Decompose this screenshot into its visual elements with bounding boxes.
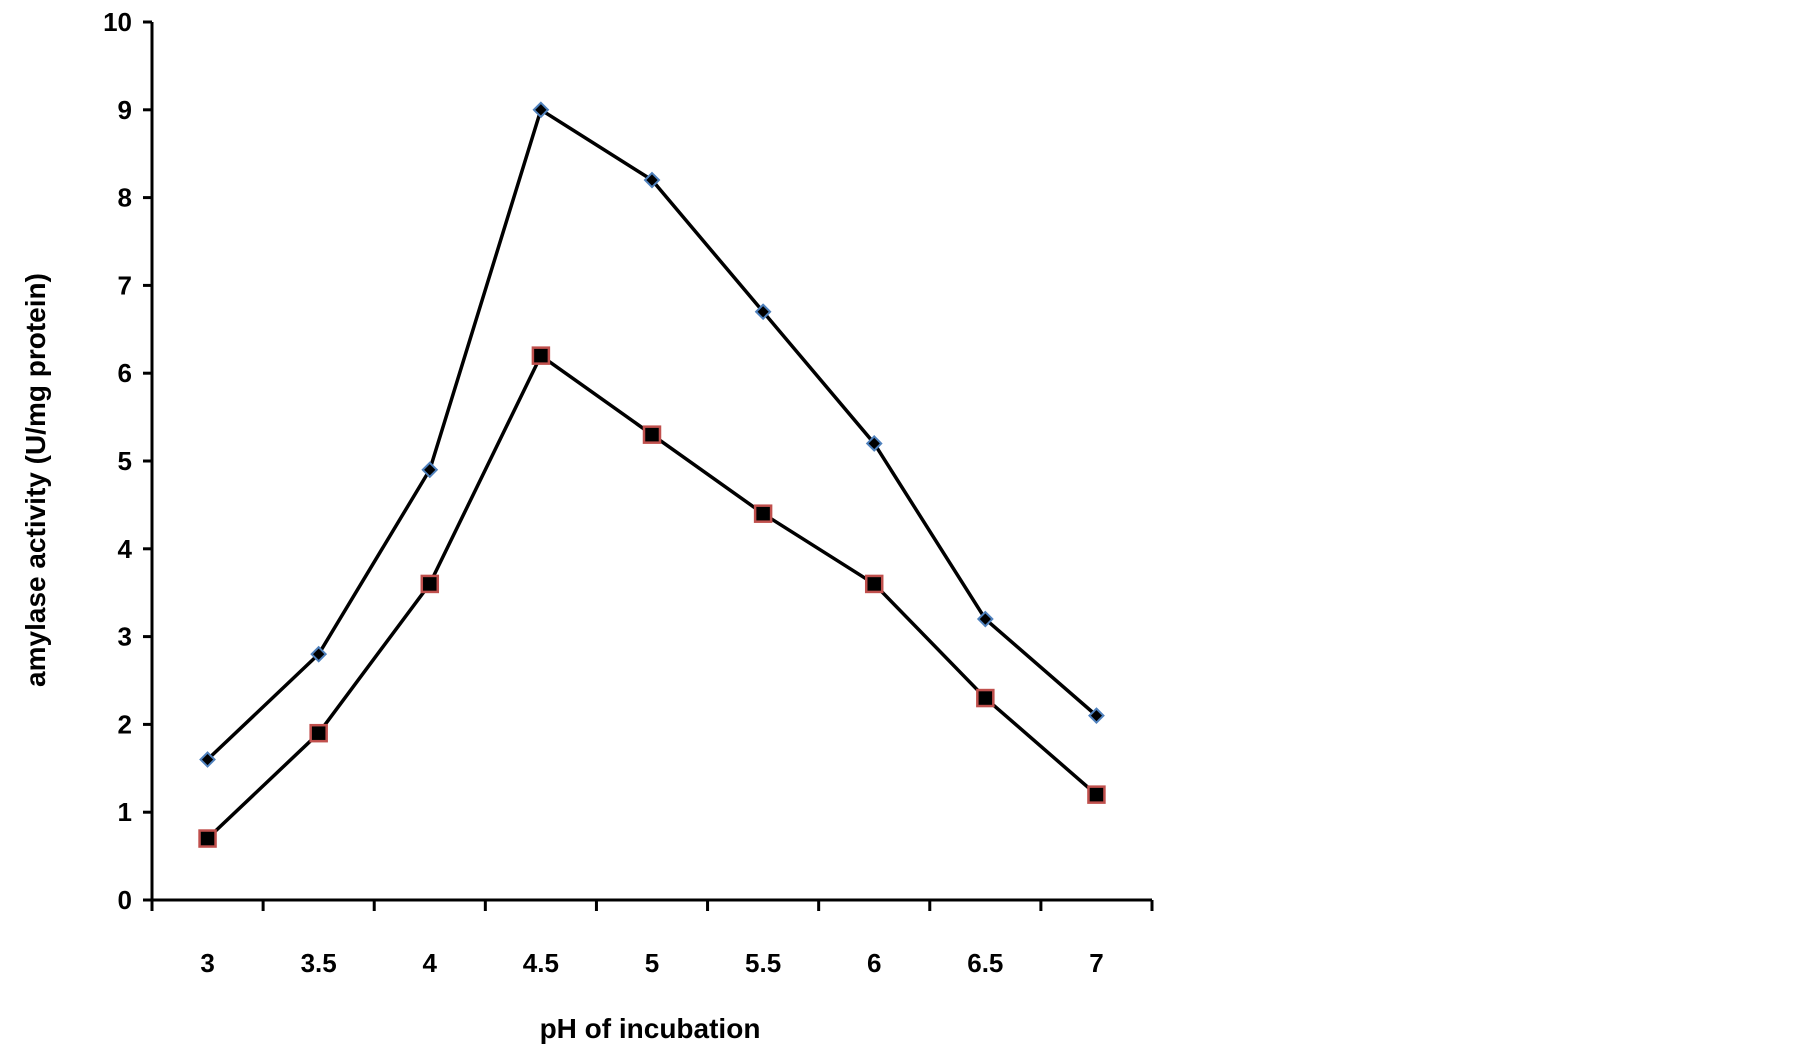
- y-tick-label: 10: [103, 7, 132, 37]
- y-tick-label: 6: [118, 358, 132, 388]
- series-2-point: [531, 346, 551, 365]
- axes: 0 1 2 3 4 5 6 7 8 9 10 3 3.5 4 4.5 5 5.5 6 6.5 7: [103, 7, 1154, 978]
- y-tick-label: 2: [118, 709, 132, 739]
- y-axis-title: amylase activity (U/mg protein): [20, 273, 51, 687]
- series-1-point: [643, 171, 661, 189]
- x-tick-label: 4.5: [523, 948, 559, 978]
- series-1-point: [1088, 707, 1105, 725]
- series-1-point: [199, 751, 216, 768]
- series-1-point: [310, 645, 328, 663]
- y-tick-label: 5: [118, 446, 132, 476]
- y-tick-label: 0: [118, 885, 132, 915]
- series-2-point: [753, 504, 773, 523]
- x-tick-label: 3: [200, 948, 214, 978]
- series-2-point: [642, 425, 662, 444]
- series-1-point: [976, 610, 994, 628]
- series-1-point: [532, 101, 550, 119]
- x-tick-label: 6: [867, 948, 881, 978]
- x-tick-label: 3.5: [301, 948, 337, 978]
- series-2-point: [864, 574, 884, 594]
- series-1-point: [865, 435, 883, 452]
- series-2-point: [420, 574, 440, 594]
- y-tick-label: 1: [118, 797, 132, 827]
- series-1: [199, 101, 1105, 768]
- y-tick-label: 9: [118, 95, 132, 125]
- x-tick-label: 7: [1089, 948, 1103, 978]
- y-tick-label: 4: [118, 534, 133, 564]
- x-axis-title: pH of incubation: [540, 1013, 761, 1044]
- series-2-point: [976, 688, 995, 708]
- x-tick-label: 6.5: [967, 948, 1003, 978]
- x-tick-label: 5.5: [745, 948, 781, 978]
- series-2-point: [198, 829, 217, 848]
- y-tick-label: 7: [118, 270, 132, 300]
- series-2-point: [309, 723, 328, 743]
- series-1-point: [754, 303, 772, 321]
- series-1-point: [421, 461, 439, 479]
- y-tick-label: 8: [118, 183, 132, 213]
- series-2: [198, 346, 1106, 848]
- x-tick-label: 4: [423, 948, 438, 978]
- y-tick-label: 3: [118, 622, 132, 652]
- series-2-point: [1087, 785, 1106, 804]
- x-tick-label: 5: [645, 948, 659, 978]
- series-layer: [198, 101, 1106, 848]
